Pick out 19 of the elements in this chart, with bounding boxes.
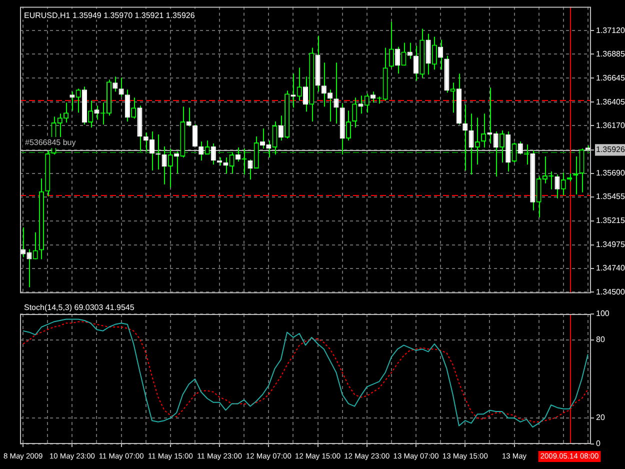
ref-line-label: #5366845 buy [25, 138, 76, 147]
y-tick-label: 1.34500 [596, 287, 625, 296]
y-tick-label: 80 [596, 335, 606, 344]
y-tick-label: 1.37120 [596, 26, 625, 35]
y-tick-label: 20 [596, 413, 606, 422]
chart-title: Stoch(14,5,3) 69.0303 41.9545 [24, 303, 135, 312]
y-tick-label: 1.35215 [596, 216, 625, 226]
y-tick-label: 1.36405 [596, 97, 625, 106]
y-tick-label: 1.35690 [596, 168, 625, 178]
text: EURUSD,H1 1.35949 1.35970 1.35921 1.35926 [24, 10, 196, 20]
y-tick-label: 1.35926 [596, 145, 625, 154]
y-tick-label: 100 [596, 309, 610, 318]
y-tick-label: 1.36645 [596, 73, 625, 82]
y-tick-label: 1.34975 [596, 240, 625, 250]
y-tick-label: 0 [596, 439, 601, 448]
y-tick-label: 1.34740 [596, 263, 625, 272]
y-tick-label: 1.35455 [596, 192, 625, 202]
y-tick-label: 1.36170 [596, 120, 625, 130]
y-tick-label: 1.36885 [596, 49, 625, 58]
